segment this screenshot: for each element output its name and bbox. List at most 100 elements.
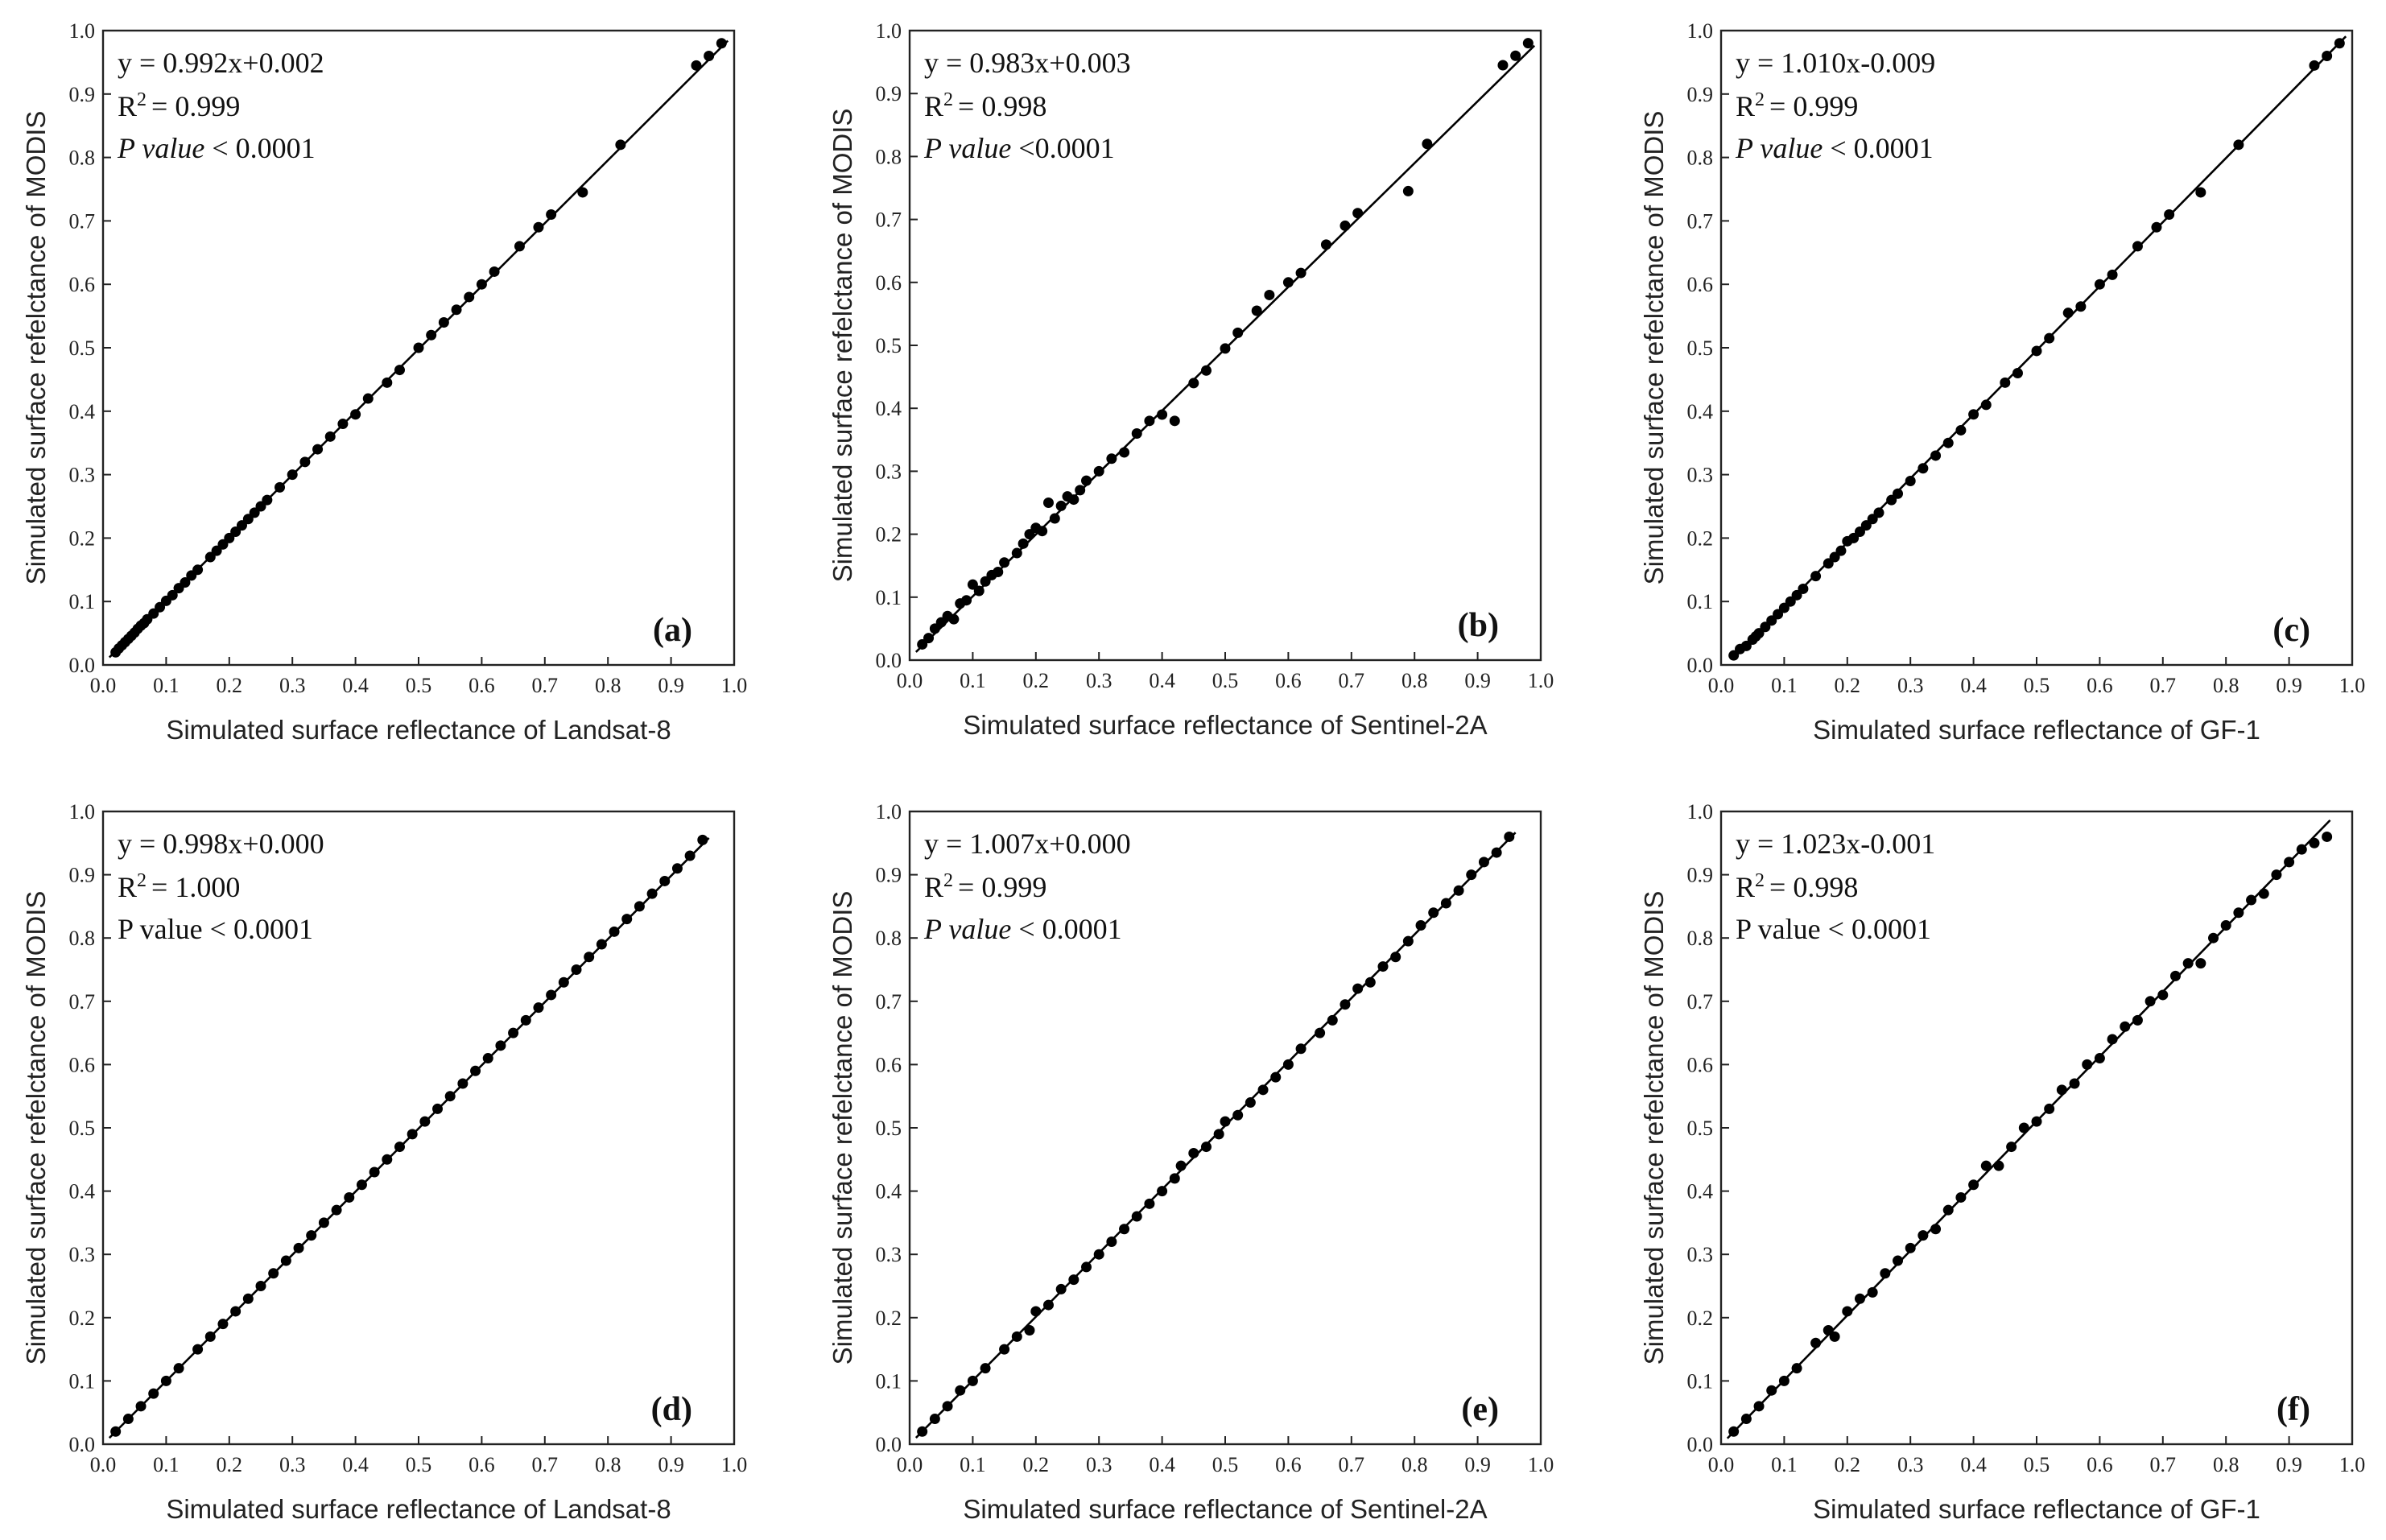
data-point xyxy=(1740,640,1752,651)
y-axis-title: Simulated surface refelctance of MODIS xyxy=(1639,111,1669,585)
data-point xyxy=(1106,1236,1117,1247)
data-point xyxy=(2271,869,2282,881)
data-point xyxy=(1880,1268,1891,1279)
data-point xyxy=(2258,888,2269,899)
data-point xyxy=(1968,1179,1979,1191)
data-point xyxy=(180,577,191,588)
data-point xyxy=(1282,1059,1294,1070)
x-tick-label: 0.3 xyxy=(1086,669,1113,692)
data-point xyxy=(917,1426,928,1437)
data-point xyxy=(2132,1014,2143,1026)
data-point xyxy=(1968,409,1979,420)
panel-label: (d) xyxy=(651,1391,692,1428)
x-tick-label: 0.9 xyxy=(2276,674,2302,697)
data-point xyxy=(438,316,449,328)
data-point xyxy=(1955,424,1967,436)
r-squared-label: R2 = 0.999 xyxy=(118,89,240,122)
data-point xyxy=(929,1414,940,1425)
data-point xyxy=(217,1319,229,1330)
data-point xyxy=(1081,1261,1092,1273)
x-tick-label: 0.8 xyxy=(2213,674,2239,697)
data-point xyxy=(2107,269,2118,280)
data-point xyxy=(287,469,298,481)
data-point xyxy=(2296,844,2307,855)
y-tick-label: 0.1 xyxy=(1687,1369,1714,1393)
y-tick-label: 0.6 xyxy=(69,1053,96,1076)
data-point xyxy=(999,1344,1010,1355)
data-point xyxy=(659,875,671,886)
data-point xyxy=(1188,378,1199,389)
regression-equation: y = 1.023x-0.001 xyxy=(1736,828,1935,860)
data-point xyxy=(1377,961,1389,972)
x-tick-label: 0.0 xyxy=(897,669,923,692)
x-tick-label: 0.6 xyxy=(1275,669,1302,692)
x-tick-label: 0.1 xyxy=(960,1453,986,1476)
y-tick-label: 0.2 xyxy=(1687,1307,1714,1330)
data-point xyxy=(1893,488,1904,499)
data-point xyxy=(1848,532,1860,543)
data-point xyxy=(533,221,544,233)
data-point xyxy=(2220,919,2231,931)
panel-label: (c) xyxy=(2272,612,2310,649)
data-point xyxy=(1093,465,1104,477)
data-point xyxy=(993,567,1004,578)
data-point xyxy=(1093,1249,1104,1260)
y-tick-label: 0.2 xyxy=(69,1307,96,1330)
data-point xyxy=(2164,209,2175,221)
data-point xyxy=(948,613,960,625)
x-tick-label: 0.6 xyxy=(469,674,495,697)
data-point xyxy=(457,1078,469,1089)
data-point xyxy=(1791,1363,1802,1374)
p-value-label: P value < 0.0001 xyxy=(117,132,316,164)
x-tick-label: 0.4 xyxy=(1960,1453,1987,1476)
y-tick-label: 0.8 xyxy=(1687,147,1714,170)
data-point xyxy=(350,409,361,420)
y-tick-label: 0.9 xyxy=(876,82,902,105)
x-tick-label: 0.2 xyxy=(1023,669,1050,692)
y-tick-label: 0.7 xyxy=(1687,209,1714,233)
data-point xyxy=(2195,187,2206,198)
y-tick-label: 0.5 xyxy=(1687,1117,1714,1140)
x-tick-label: 0.7 xyxy=(532,1453,559,1476)
data-point xyxy=(2094,1053,2105,1064)
data-point xyxy=(2208,932,2219,943)
scatter-panel-e: 0.0 0.1 0.2 0.3 0.4 0.5 0.6 0.7 0.8 0.9 1.0 0.0 0.1 0… xyxy=(828,800,1554,1524)
data-point xyxy=(173,1363,184,1374)
x-tick-label: 0.2 xyxy=(217,674,243,697)
data-point xyxy=(2309,837,2320,848)
data-point xyxy=(230,1306,241,1317)
data-point xyxy=(1478,857,1489,868)
data-point xyxy=(1823,558,1834,569)
y-tick-label: 0.0 xyxy=(69,1433,96,1456)
data-point xyxy=(2284,857,2295,868)
data-point xyxy=(571,964,582,975)
data-point xyxy=(1785,596,1796,607)
data-point xyxy=(609,926,620,937)
data-point xyxy=(697,834,708,845)
data-point xyxy=(1042,1299,1054,1311)
data-point xyxy=(1340,220,1351,231)
data-point xyxy=(1402,185,1414,196)
data-point xyxy=(2000,377,2011,388)
data-point xyxy=(2075,301,2087,312)
data-point xyxy=(382,377,393,388)
data-point xyxy=(1504,831,1515,842)
data-point xyxy=(242,514,254,525)
y-tick-label: 0.0 xyxy=(1687,1433,1714,1456)
data-point xyxy=(2031,345,2042,357)
r-squared-label: R2 = 0.999 xyxy=(1736,89,1858,122)
x-axis-title: Simulated surface reflectance of Landsat… xyxy=(166,1494,671,1524)
scatter-panel-d: 0.0 0.1 0.2 0.3 0.4 0.5 0.6 0.7 0.8 0.9 1.0 0.0 0.1 0… xyxy=(21,800,747,1524)
y-tick-label: 0.6 xyxy=(876,271,902,295)
data-point xyxy=(704,51,715,62)
data-point xyxy=(464,291,475,303)
x-tick-label: 1.0 xyxy=(1528,669,1554,692)
data-point xyxy=(1037,526,1048,537)
y-tick-label: 0.1 xyxy=(876,1369,902,1393)
data-point xyxy=(1352,983,1364,994)
data-point xyxy=(1131,1211,1142,1222)
panel-label: (a) xyxy=(653,612,692,649)
data-point xyxy=(2056,1084,2067,1096)
y-tick-label: 0.8 xyxy=(69,927,96,950)
data-point xyxy=(1867,514,1878,525)
